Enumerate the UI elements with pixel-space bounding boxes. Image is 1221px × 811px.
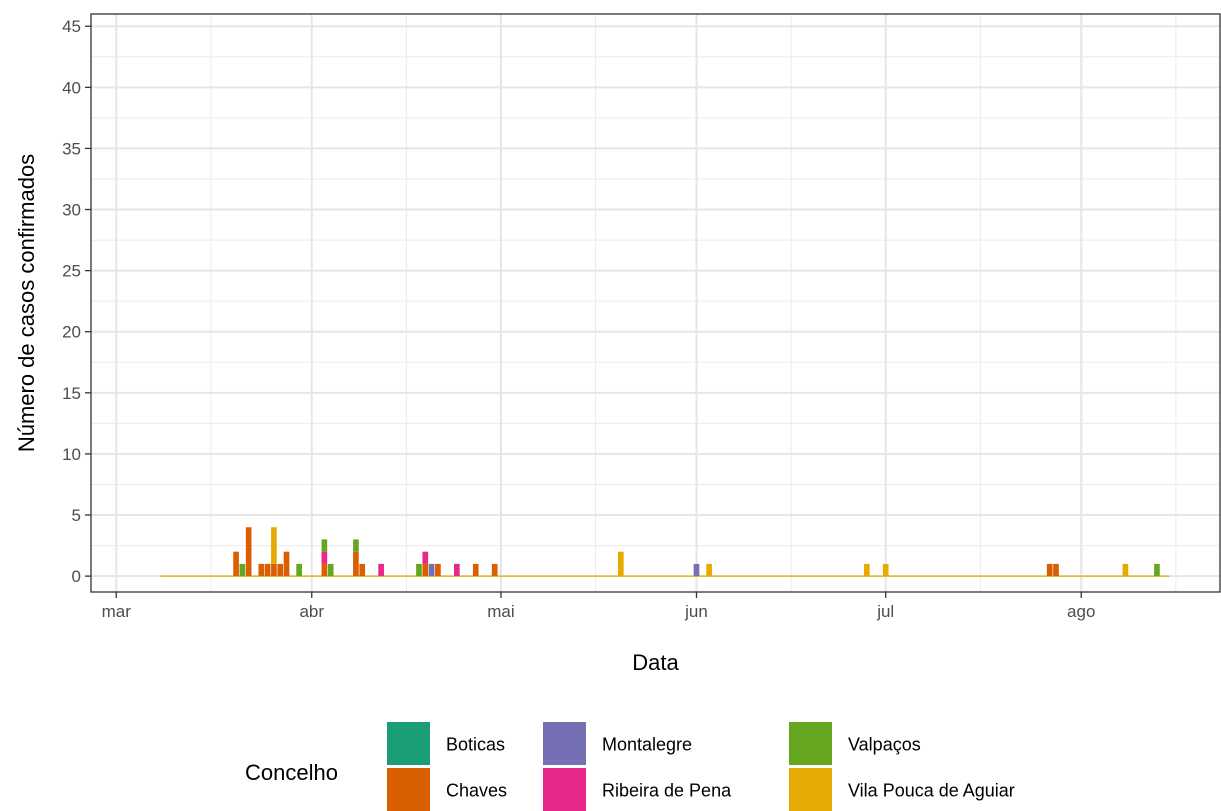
x-tick-label: mar [102, 602, 132, 621]
legend-swatch [789, 722, 832, 765]
y-axis-title: Número de casos confirmados [14, 154, 39, 452]
bar [321, 539, 328, 552]
panel-border [90, 13, 1221, 593]
legend-label: Chaves [446, 781, 507, 801]
bar [378, 563, 384, 577]
bar [882, 563, 889, 577]
y-tick-label: 45 [62, 17, 81, 36]
bar [245, 527, 252, 577]
x-tick-label: mai [487, 602, 514, 621]
y-tick-label: 10 [62, 445, 81, 464]
bar [1053, 563, 1059, 577]
legend-label: Vila Pouca de Aguiar [848, 781, 1015, 801]
legend-label: Valpaços [848, 735, 921, 755]
bar [1154, 563, 1160, 577]
bar [359, 563, 366, 577]
bar [353, 551, 359, 577]
bar [239, 563, 246, 577]
y-tick-label: 5 [72, 506, 81, 525]
legend-label: Boticas [446, 735, 505, 755]
bar [1046, 563, 1053, 577]
bar [296, 563, 302, 577]
bar [277, 563, 284, 577]
y-tick-label: 30 [62, 201, 81, 220]
legend: Concelho Boticas Chaves Montalegre Ribeira … [245, 722, 1015, 811]
bar [321, 563, 328, 577]
grid-lines [91, 14, 1220, 592]
y-tick-label: 25 [62, 262, 81, 281]
legend-label: Montalegre [602, 735, 692, 755]
x-tick-label: ago [1067, 602, 1095, 621]
bar [233, 551, 239, 577]
y-tick-label: 20 [62, 323, 81, 342]
legend-swatch [387, 722, 430, 765]
bar [617, 551, 624, 577]
bar [693, 563, 700, 577]
bar [271, 563, 277, 577]
bar [422, 563, 429, 577]
bar [271, 527, 277, 564]
x-axis: mar abr mai jun jul ago [102, 592, 1095, 621]
bar [416, 563, 422, 577]
bar [353, 539, 359, 552]
bars [160, 527, 1170, 577]
x-tick-label: jun [684, 602, 708, 621]
legend-swatch [387, 768, 430, 811]
legend-title: Concelho [245, 760, 338, 785]
legend-label: Ribeira de Pena [602, 781, 732, 801]
legend-swatch [543, 768, 586, 811]
bar [435, 563, 441, 577]
bar [472, 563, 479, 577]
bar [264, 563, 271, 577]
bar [1122, 563, 1129, 577]
y-tick-label: 40 [62, 78, 81, 97]
bar [327, 563, 334, 577]
legend-swatch [543, 722, 586, 765]
bar [258, 563, 265, 577]
legend-swatch [789, 768, 832, 811]
bar [428, 563, 435, 577]
y-axis: 0 5 10 15 20 25 30 35 40 45 [62, 17, 91, 586]
bar [863, 563, 870, 577]
bar [491, 563, 498, 577]
bar [453, 563, 460, 577]
bar [321, 551, 328, 564]
y-tick-label: 0 [72, 567, 81, 586]
x-tick-label: jul [876, 602, 894, 621]
y-tick-label: 15 [62, 384, 81, 403]
y-tick-label: 35 [62, 139, 81, 158]
x-axis-title: Data [632, 650, 679, 675]
bar [706, 563, 712, 577]
bar [422, 551, 429, 564]
bar [283, 551, 290, 577]
x-tick-label: abr [299, 602, 324, 621]
